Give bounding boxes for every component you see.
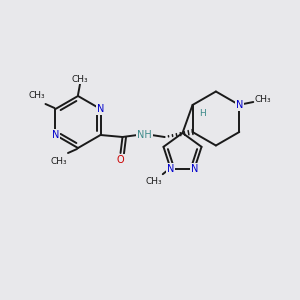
Text: O: O — [117, 155, 124, 165]
Text: N: N — [167, 164, 174, 174]
Text: CH₃: CH₃ — [28, 92, 45, 100]
Text: N: N — [52, 130, 59, 140]
Text: N: N — [190, 164, 198, 174]
Text: N: N — [236, 100, 243, 110]
Text: H: H — [199, 109, 206, 118]
Text: CH₃: CH₃ — [146, 177, 162, 186]
Text: CH₃: CH₃ — [51, 157, 67, 166]
Text: NH: NH — [137, 130, 152, 140]
Text: CH₃: CH₃ — [255, 94, 272, 103]
Text: N: N — [97, 104, 104, 114]
Text: CH₃: CH₃ — [72, 74, 88, 83]
